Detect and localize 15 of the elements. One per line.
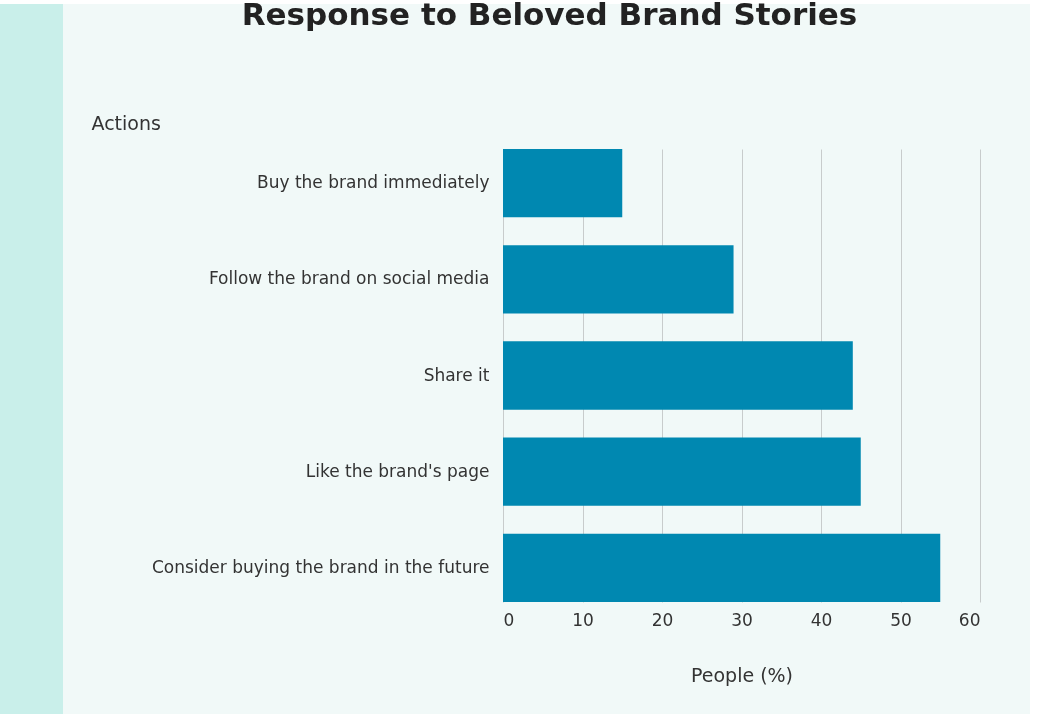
y-tick-label: Like the brand's page: [305, 460, 490, 481]
x-tick-label: 40: [810, 609, 833, 630]
x-tick-label: 10: [572, 609, 594, 630]
chart-title: Response to Beloved Brand Stories: [241, 0, 858, 32]
y-tick-label: Follow the brand on social media: [208, 268, 490, 289]
y-tick-label: Buy the brand immediately: [256, 172, 490, 193]
x-tick-label: 60: [958, 609, 981, 630]
x-axis-title: People (%): [690, 663, 794, 686]
x-tick-label: 20: [651, 609, 674, 630]
y-tick-label: Share it: [423, 364, 490, 385]
x-tick-label: 0: [503, 609, 515, 630]
x-tick-label: 50: [890, 609, 912, 630]
y-tick-label: Consider buying the brand in the future: [151, 556, 490, 577]
y-axis-title: Actions: [91, 111, 161, 134]
x-tick-label: 30: [731, 609, 753, 630]
